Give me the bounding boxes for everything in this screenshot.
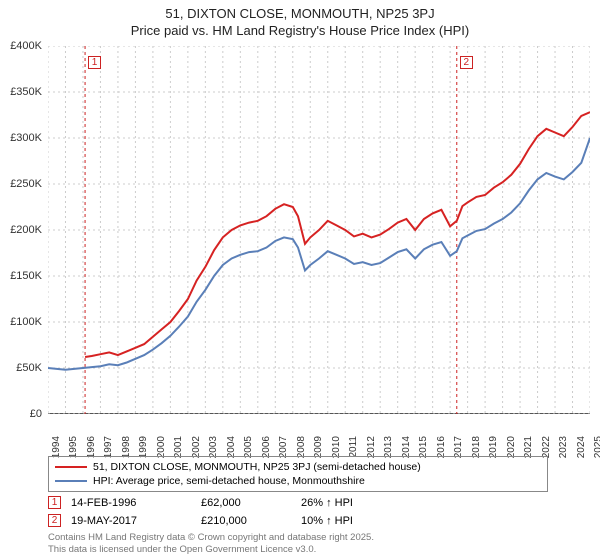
x-tick-label: 2011 bbox=[348, 436, 359, 458]
x-tick-label: 1995 bbox=[68, 436, 79, 458]
x-tick-label: 2023 bbox=[558, 436, 569, 458]
x-tick-label: 2005 bbox=[243, 436, 254, 458]
y-tick-label: £0 bbox=[30, 408, 42, 420]
x-tick-label: 2006 bbox=[261, 436, 272, 458]
legend-swatch bbox=[55, 480, 87, 482]
y-tick-label: £300K bbox=[10, 132, 42, 144]
x-tick-label: 2022 bbox=[541, 436, 552, 458]
titles: 51, DIXTON CLOSE, MONMOUTH, NP25 3PJ Pri… bbox=[0, 0, 600, 38]
x-tick-label: 2014 bbox=[401, 436, 412, 458]
y-tick-label: £250K bbox=[10, 178, 42, 190]
x-tick-label: 2021 bbox=[523, 436, 534, 458]
footer-line: Contains HM Land Registry data © Crown c… bbox=[48, 532, 578, 544]
x-tick-label: 2004 bbox=[226, 436, 237, 458]
plot-area bbox=[48, 46, 590, 414]
x-tick-label: 2001 bbox=[173, 436, 184, 458]
x-axis: 1994199519961997199819992000200120022003… bbox=[48, 414, 590, 454]
sale-date: 19-MAY-2017 bbox=[71, 515, 191, 527]
chart-svg bbox=[48, 46, 590, 414]
x-tick-label: 2013 bbox=[383, 436, 394, 458]
x-tick-label: 2020 bbox=[506, 436, 517, 458]
x-tick-label: 2018 bbox=[471, 436, 482, 458]
x-tick-label: 2015 bbox=[418, 436, 429, 458]
footer-line: This data is licensed under the Open Gov… bbox=[48, 544, 578, 556]
x-tick-label: 2003 bbox=[208, 436, 219, 458]
legend-label: HPI: Average price, semi-detached house,… bbox=[93, 475, 365, 487]
reference-marker: 1 bbox=[88, 56, 101, 69]
y-tick-label: £100K bbox=[10, 316, 42, 328]
x-tick-label: 2017 bbox=[453, 436, 464, 458]
legend-label: 51, DIXTON CLOSE, MONMOUTH, NP25 3PJ (se… bbox=[93, 461, 421, 473]
x-tick-label: 2002 bbox=[191, 436, 202, 458]
x-tick-label: 2010 bbox=[331, 436, 342, 458]
x-tick-label: 1994 bbox=[51, 436, 62, 458]
x-tick-label: 2000 bbox=[156, 436, 167, 458]
x-tick-label: 2008 bbox=[296, 436, 307, 458]
x-tick-label: 2019 bbox=[488, 436, 499, 458]
y-tick-label: £50K bbox=[16, 362, 42, 374]
legend: 51, DIXTON CLOSE, MONMOUTH, NP25 3PJ (se… bbox=[48, 456, 548, 492]
x-tick-label: 1997 bbox=[103, 436, 114, 458]
x-tick-label: 1998 bbox=[121, 436, 132, 458]
sale-price: £62,000 bbox=[201, 497, 291, 509]
chart-subtitle: Price paid vs. HM Land Registry's House … bbox=[0, 23, 600, 38]
attribution-footer: Contains HM Land Registry data © Crown c… bbox=[48, 532, 578, 556]
sale-price: £210,000 bbox=[201, 515, 291, 527]
sale-marker: 2 bbox=[48, 514, 61, 527]
x-tick-label: 2024 bbox=[576, 436, 587, 458]
legend-item: 51, DIXTON CLOSE, MONMOUTH, NP25 3PJ (se… bbox=[55, 460, 541, 474]
reference-marker: 2 bbox=[460, 56, 473, 69]
x-tick-label: 2012 bbox=[366, 436, 377, 458]
y-axis: £0£50K£100K£150K£200K£250K£300K£350K£400… bbox=[0, 46, 46, 414]
chart-title: 51, DIXTON CLOSE, MONMOUTH, NP25 3PJ bbox=[0, 6, 600, 21]
y-tick-label: £150K bbox=[10, 270, 42, 282]
chart-container: 51, DIXTON CLOSE, MONMOUTH, NP25 3PJ Pri… bbox=[0, 0, 600, 560]
y-tick-label: £200K bbox=[10, 224, 42, 236]
sale-row: 2 19-MAY-2017 £210,000 10% ↑ HPI bbox=[48, 514, 548, 527]
y-tick-label: £350K bbox=[10, 86, 42, 98]
x-tick-label: 1999 bbox=[138, 436, 149, 458]
y-tick-label: £400K bbox=[10, 40, 42, 52]
sale-date: 14-FEB-1996 bbox=[71, 497, 191, 509]
x-tick-label: 2016 bbox=[436, 436, 447, 458]
sale-marker: 1 bbox=[48, 496, 61, 509]
sale-hpi-delta: 10% ↑ HPI bbox=[301, 515, 353, 527]
legend-swatch bbox=[55, 466, 87, 468]
sale-row: 1 14-FEB-1996 £62,000 26% ↑ HPI bbox=[48, 496, 548, 509]
x-tick-label: 2007 bbox=[278, 436, 289, 458]
x-tick-label: 2009 bbox=[313, 436, 324, 458]
x-tick-label: 2025 bbox=[593, 436, 600, 458]
x-tick-label: 1996 bbox=[86, 436, 97, 458]
sale-hpi-delta: 26% ↑ HPI bbox=[301, 497, 353, 509]
legend-item: HPI: Average price, semi-detached house,… bbox=[55, 474, 541, 488]
